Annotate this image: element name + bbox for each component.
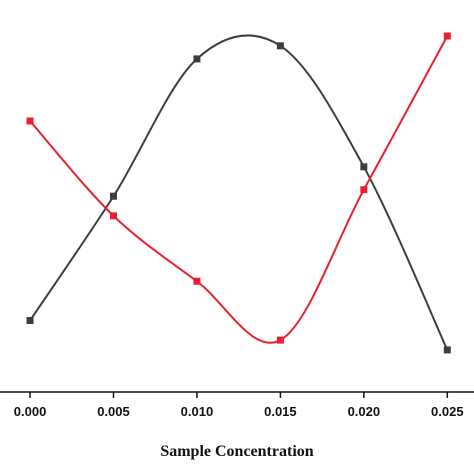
series-line-1 [29,34,449,351]
x-ticks: 0.000 0.005 0.010 0.015 0.020 0.025 [14,392,464,419]
x-tick-label: 0.020 [348,404,381,419]
x-tick-label: 0.010 [181,404,214,419]
x-tick-label: 0.025 [431,404,464,419]
series-layer [26,32,451,354]
series-line-2 [29,35,449,344]
series-2-point-2 [109,212,117,220]
x-tick-label: 0.015 [264,404,297,419]
series-2-point-6 [443,32,451,40]
series-2-point-3 [193,277,201,285]
series-2-point-5 [360,186,368,194]
series-2-point-4 [276,336,284,344]
series-2-point-1 [26,117,34,125]
x-tick-label: 0.000 [14,404,47,419]
x-tick-label: 0.005 [97,404,130,419]
series-1-point-3 [193,55,201,63]
series-1-point-2 [109,192,117,200]
x-axis-title: Sample Concentration [160,443,313,460]
series-1-point-4 [276,42,284,50]
series-1-point-5 [360,163,368,171]
series-1-point-6 [443,346,451,354]
series-1-point-1 [26,316,34,324]
